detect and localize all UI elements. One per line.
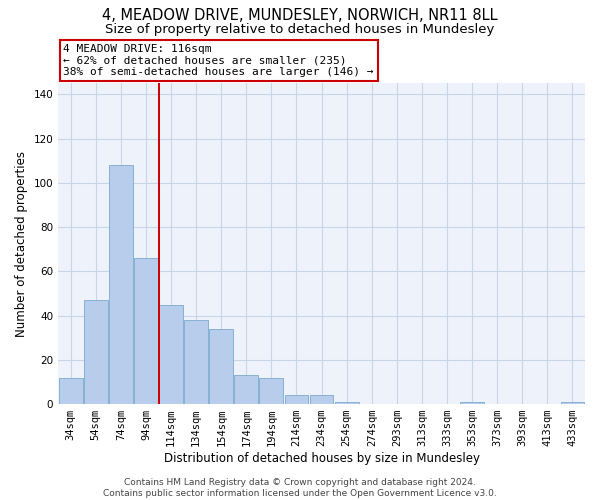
Bar xyxy=(84,300,108,404)
Bar xyxy=(284,395,308,404)
Bar xyxy=(159,304,183,404)
Bar xyxy=(460,402,484,404)
Bar xyxy=(59,378,83,404)
Text: 4, MEADOW DRIVE, MUNDESLEY, NORWICH, NR11 8LL: 4, MEADOW DRIVE, MUNDESLEY, NORWICH, NR1… xyxy=(102,8,498,22)
Text: Contains HM Land Registry data © Crown copyright and database right 2024.
Contai: Contains HM Land Registry data © Crown c… xyxy=(103,478,497,498)
Bar xyxy=(134,258,158,404)
Bar xyxy=(560,402,584,404)
Bar xyxy=(310,395,334,404)
Y-axis label: Number of detached properties: Number of detached properties xyxy=(15,150,28,336)
Bar xyxy=(109,165,133,404)
Bar xyxy=(259,378,283,404)
Bar xyxy=(209,329,233,404)
Text: Size of property relative to detached houses in Mundesley: Size of property relative to detached ho… xyxy=(106,22,494,36)
Bar xyxy=(184,320,208,404)
Bar xyxy=(235,376,258,404)
Text: 4 MEADOW DRIVE: 116sqm
← 62% of detached houses are smaller (235)
38% of semi-de: 4 MEADOW DRIVE: 116sqm ← 62% of detached… xyxy=(64,44,374,77)
X-axis label: Distribution of detached houses by size in Mundesley: Distribution of detached houses by size … xyxy=(164,452,479,465)
Bar xyxy=(335,402,359,404)
